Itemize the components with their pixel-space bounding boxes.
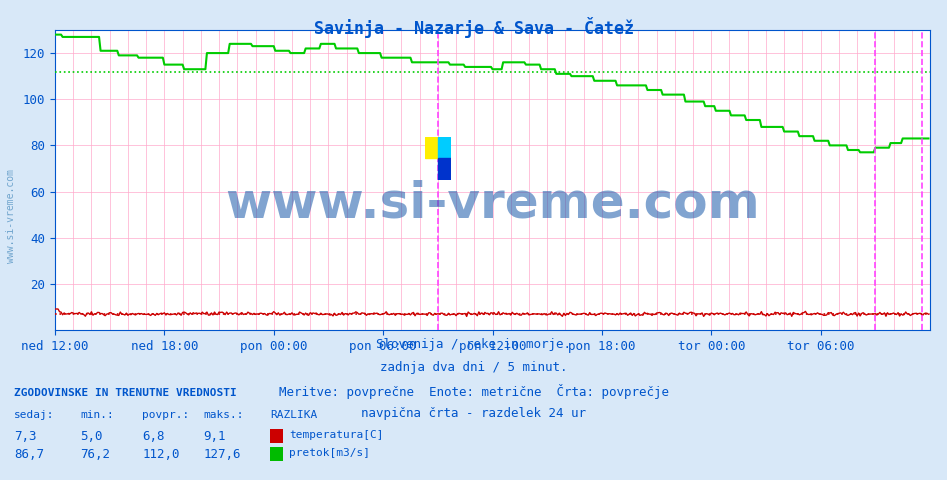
Text: maks.:: maks.: xyxy=(204,409,244,420)
Bar xyxy=(438,137,451,158)
Bar xyxy=(438,158,451,180)
Text: ZGODOVINSKE IN TRENUTNE VREDNOSTI: ZGODOVINSKE IN TRENUTNE VREDNOSTI xyxy=(14,388,237,398)
Text: RAZLIKA: RAZLIKA xyxy=(270,409,317,420)
Text: 76,2: 76,2 xyxy=(80,448,111,461)
Text: 6,8: 6,8 xyxy=(142,430,165,443)
Text: 112,0: 112,0 xyxy=(142,448,180,461)
Text: 86,7: 86,7 xyxy=(14,448,45,461)
Text: www.si-vreme.com: www.si-vreme.com xyxy=(225,180,759,228)
Text: pretok[m3/s]: pretok[m3/s] xyxy=(289,448,370,458)
Text: navpična črta - razdelek 24 ur: navpična črta - razdelek 24 ur xyxy=(361,407,586,420)
Bar xyxy=(424,137,438,158)
Text: zadnja dva dni / 5 minut.: zadnja dva dni / 5 minut. xyxy=(380,361,567,374)
Text: 7,3: 7,3 xyxy=(14,430,37,443)
Text: Savinja - Nazarje & Sava - Čatež: Savinja - Nazarje & Sava - Čatež xyxy=(313,17,634,38)
Text: Slovenija / reke in morje.: Slovenija / reke in morje. xyxy=(376,338,571,351)
Text: 127,6: 127,6 xyxy=(204,448,241,461)
Text: 5,0: 5,0 xyxy=(80,430,103,443)
Text: www.si-vreme.com: www.si-vreme.com xyxy=(7,169,16,263)
Text: sedaj:: sedaj: xyxy=(14,409,55,420)
Text: min.:: min.: xyxy=(80,409,115,420)
Text: povpr.:: povpr.: xyxy=(142,409,189,420)
Text: Meritve: povprečne  Enote: metrične  Črta: povprečje: Meritve: povprečne Enote: metrične Črta:… xyxy=(278,384,669,399)
Text: temperatura[C]: temperatura[C] xyxy=(289,430,384,440)
Text: 9,1: 9,1 xyxy=(204,430,226,443)
